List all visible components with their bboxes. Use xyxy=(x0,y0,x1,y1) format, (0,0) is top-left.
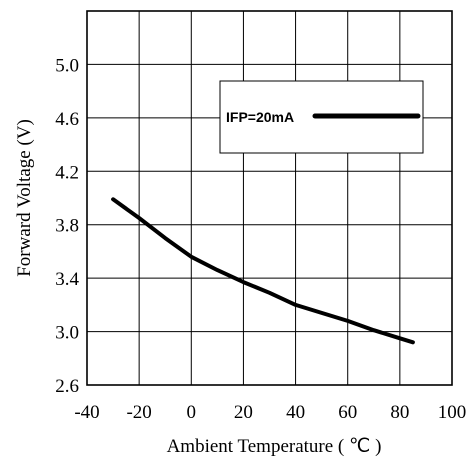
x-tick-label: 100 xyxy=(438,402,467,423)
y-tick-label: 5.0 xyxy=(55,55,79,76)
legend-label: IFP=20mA xyxy=(226,109,294,125)
series-line xyxy=(111,197,415,345)
y-tick-label: 3.0 xyxy=(55,323,79,344)
y-tick-label: 4.6 xyxy=(55,109,79,130)
x-tick-label: 60 xyxy=(338,402,357,423)
series-group xyxy=(111,197,415,345)
y-tick-label: 4.2 xyxy=(55,162,79,183)
x-tick-label: 80 xyxy=(390,402,409,423)
plot-area xyxy=(86,10,453,386)
x-axis-label: Ambient Temperature ( ℃ ) xyxy=(167,436,382,457)
y-tick-label: 3.8 xyxy=(55,216,79,237)
x-axis-ticks: -40 -20 0 20 40 60 80 100 xyxy=(74,402,466,423)
x-tick-label: -40 xyxy=(74,402,99,423)
y-axis-ticks: 2.6 3.0 3.4 3.8 4.2 4.6 5.0 xyxy=(55,55,79,397)
x-tick-label: 0 xyxy=(187,402,197,423)
y-tick-label: 2.6 xyxy=(55,376,79,397)
chart-grid xyxy=(86,10,453,386)
x-tick-label: -20 xyxy=(126,402,151,423)
y-tick-label: 3.4 xyxy=(55,269,79,290)
y-axis-label: Forward Voltage (V) xyxy=(14,119,35,277)
x-tick-label: 40 xyxy=(286,402,305,423)
x-tick-label: 20 xyxy=(234,402,253,423)
legend: IFP=20mA xyxy=(219,80,424,154)
